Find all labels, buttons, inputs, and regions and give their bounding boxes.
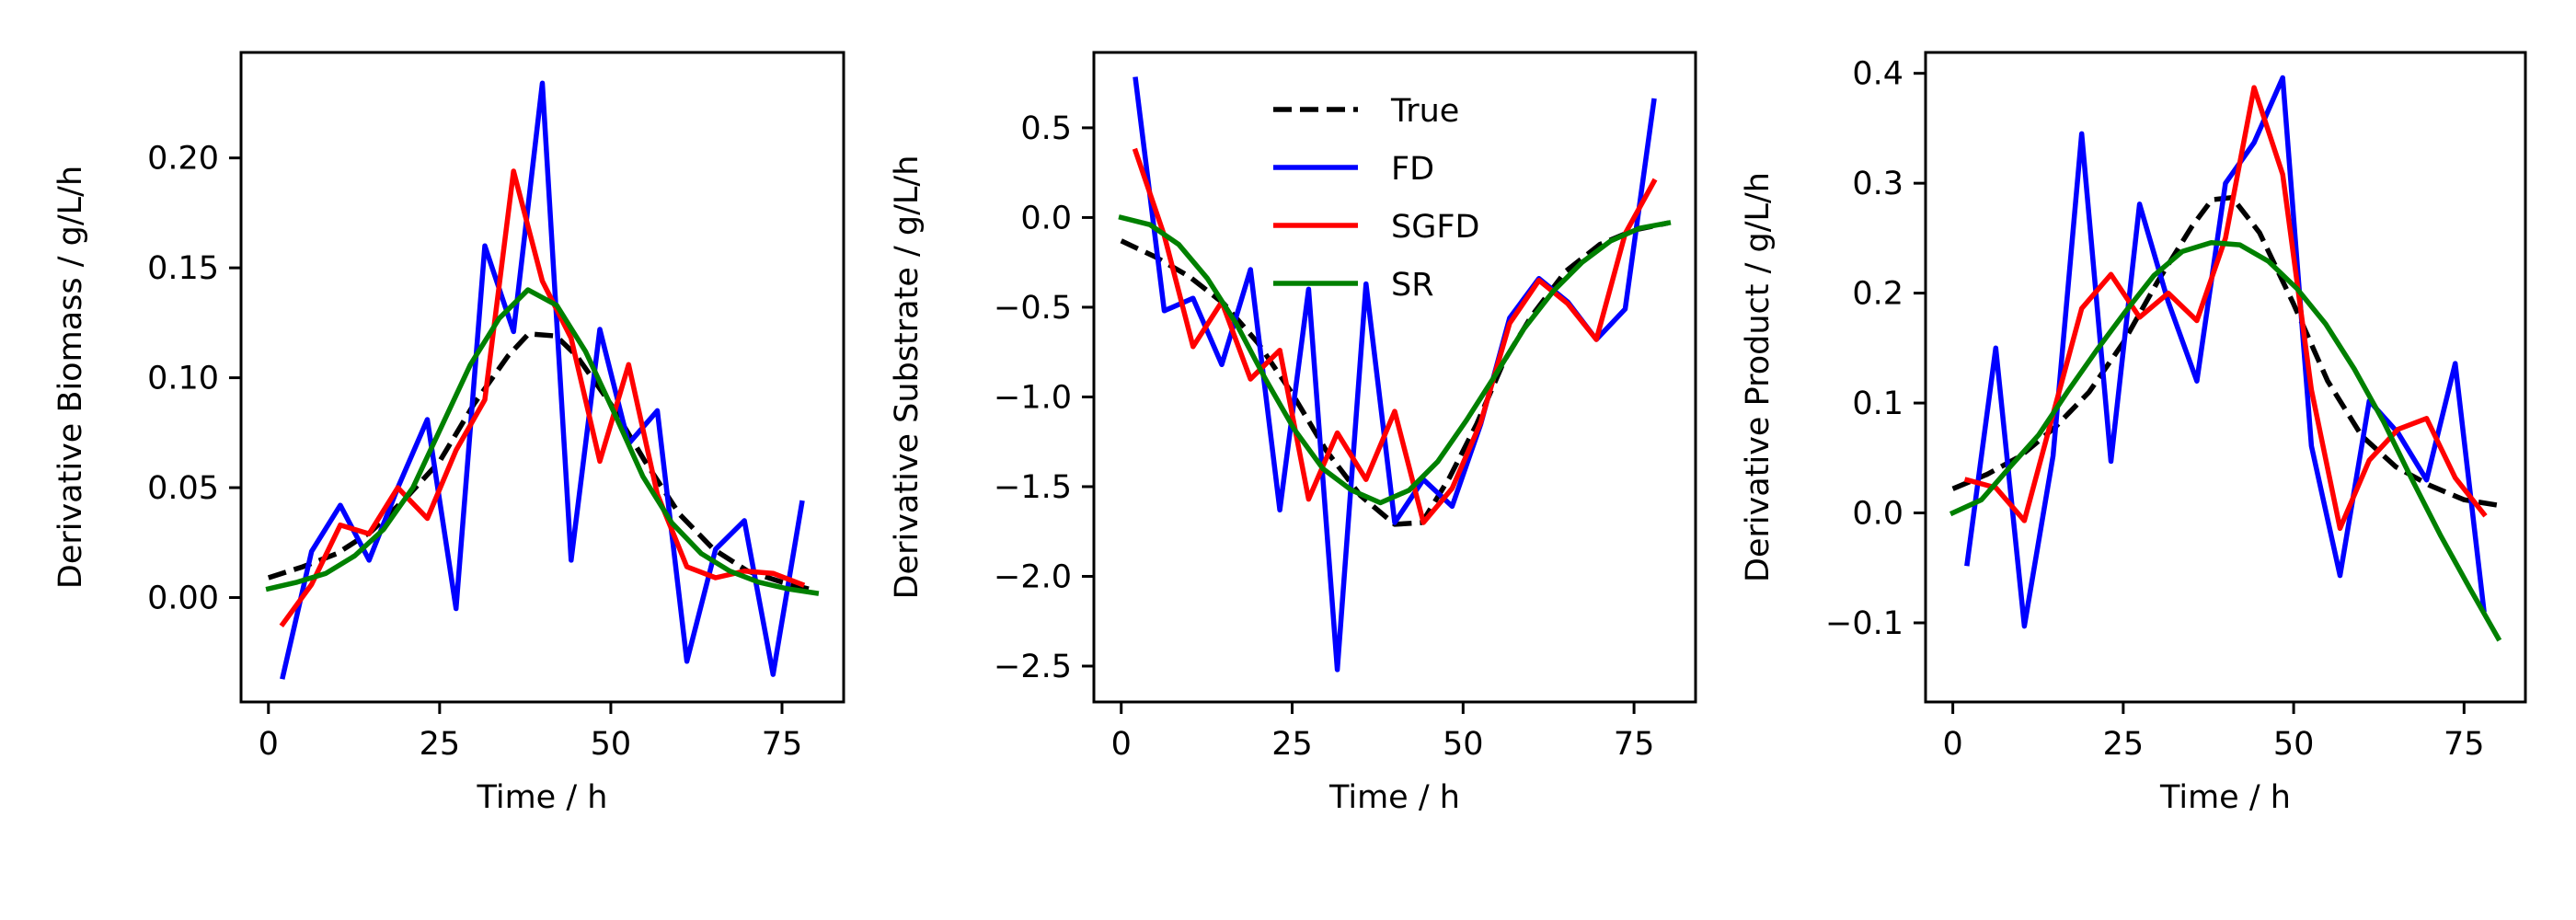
y-tick-label: −1.5	[994, 469, 1072, 506]
y-tick-label: 0.4	[1852, 56, 1903, 93]
axes-frame	[1924, 51, 2527, 704]
y-axis-label: Derivative Substrate / g/L/h	[889, 155, 926, 600]
x-tick-label: 25	[1271, 726, 1313, 763]
x-tick-label: 0	[259, 726, 279, 763]
y-tick-label: 0.5	[1020, 110, 1072, 147]
y-axis-ticks: 0.5 0.0 −0.5 −1.0 −1.5 −2.0 −2.5	[994, 110, 1094, 685]
x-tick-label: 50	[1443, 726, 1484, 763]
x-tick-label: 50	[2273, 726, 2315, 763]
y-tick-label: 0.20	[147, 141, 219, 178]
legend-label: FD	[1391, 151, 1434, 188]
legend-label: SR	[1391, 267, 1434, 304]
y-tick-label: 0.2	[1852, 276, 1903, 313]
plot-lines	[1949, 75, 2502, 642]
y-tick-label: 0.3	[1852, 166, 1903, 202]
x-tick-label: 75	[1614, 726, 1655, 763]
x-tick-label: 0	[1942, 726, 1962, 763]
x-axis-label: Time / h	[477, 779, 608, 816]
y-tick-label: −1.0	[994, 379, 1072, 416]
legend-label: SGFD	[1391, 209, 1479, 246]
y-tick-label: 0.0	[1020, 200, 1072, 236]
y-tick-label: 0.0	[1852, 496, 1903, 533]
panel-product: 0 25 50 75 0.4 0.3 0.2 0.1 0.0 −0.1 Time / h Der…	[1740, 51, 2527, 816]
legend-item-fd: FD	[1273, 151, 1434, 188]
series-line-true	[267, 331, 817, 593]
x-tick-label: 75	[762, 726, 803, 763]
y-tick-label: −0.1	[1825, 605, 1903, 642]
series-line-sr	[265, 287, 820, 596]
plot-lines	[265, 80, 820, 680]
x-axis-ticks: 0 25 50 75	[1111, 702, 1655, 763]
y-tick-label: −0.5	[994, 290, 1072, 327]
y-tick-label: 0.1	[1852, 385, 1903, 422]
series-line-sr	[1118, 214, 1672, 506]
legend: True FD SGFD SR	[1273, 93, 1479, 304]
series-line-fd	[280, 80, 805, 680]
series-line-sr	[1949, 239, 2502, 642]
x-tick-label: 0	[1111, 726, 1132, 763]
x-axis-ticks: 0 25 50 75	[1942, 702, 2485, 763]
y-axis-label: Derivative Product / g/L/h	[1740, 172, 1777, 582]
legend-item-sgfd: SGFD	[1273, 209, 1479, 246]
legend-label: True	[1390, 93, 1459, 130]
y-axis-label: Derivative Biomass / g/L/h	[52, 166, 89, 589]
y-axis-ticks: 0.4 0.3 0.2 0.1 0.0 −0.1	[1825, 56, 1926, 642]
x-axis-ticks: 0 25 50 75	[259, 702, 803, 763]
panel-substrate: 0 25 50 75 0.5 0.0 −0.5 −1.0 −1.5 −2.0 −2.5 Time …	[889, 51, 1697, 816]
x-tick-label: 25	[420, 726, 461, 763]
x-axis-label: Time / h	[2159, 779, 2291, 816]
panel-biomass: 0 25 50 75 0.00 0.05 0.10 0.15 0.20 Time / h De…	[52, 51, 845, 816]
y-tick-label: 0.05	[147, 470, 219, 507]
x-tick-label: 25	[2103, 726, 2145, 763]
legend-item-true: True	[1273, 93, 1459, 130]
legend-item-sr: SR	[1273, 267, 1434, 304]
plot-lines	[1118, 76, 1672, 673]
series-line-sgfd	[279, 168, 806, 628]
y-axis-ticks: 0.00 0.05 0.10 0.15 0.20	[147, 141, 241, 617]
x-tick-label: 75	[2444, 726, 2485, 763]
y-tick-label: 0.00	[147, 581, 219, 617]
y-tick-label: −2.0	[994, 558, 1072, 595]
axes-frame	[1092, 51, 1697, 704]
x-tick-label: 50	[591, 726, 632, 763]
x-axis-label: Time / h	[1328, 779, 1460, 816]
y-tick-label: 0.15	[147, 250, 219, 287]
y-tick-label: −2.5	[994, 649, 1072, 685]
y-tick-label: 0.10	[147, 361, 219, 397]
